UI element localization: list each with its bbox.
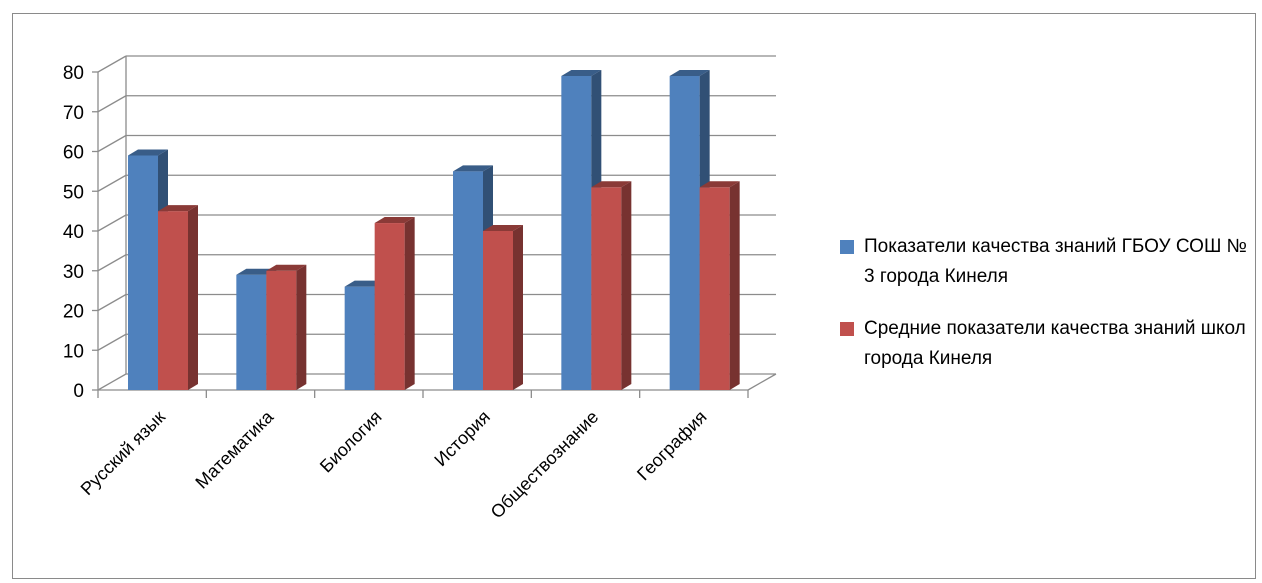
bar-front bbox=[374, 223, 405, 390]
gridline-side bbox=[97, 373, 127, 391]
bar-front bbox=[158, 211, 188, 390]
x-category-label: Математика bbox=[191, 406, 278, 493]
bar-top bbox=[374, 217, 415, 224]
bar-top bbox=[453, 165, 493, 172]
gridline-side bbox=[97, 134, 127, 153]
x-category-label: Биология bbox=[316, 407, 386, 477]
bar-front bbox=[266, 270, 297, 390]
x-category-label: Обществознание bbox=[487, 407, 603, 523]
bar-top bbox=[561, 69, 602, 76]
gridline-side bbox=[97, 214, 127, 232]
gridline-side bbox=[97, 293, 127, 312]
bar-side bbox=[621, 181, 632, 390]
bar-front bbox=[453, 171, 483, 390]
bar-front bbox=[344, 286, 375, 390]
floor-edge bbox=[747, 373, 777, 391]
bar-front bbox=[669, 75, 700, 390]
grid-layer bbox=[97, 55, 776, 391]
y-tick-label: 40 bbox=[63, 222, 84, 243]
y-tick-label: 0 bbox=[73, 381, 84, 402]
y-tick-label: 30 bbox=[63, 262, 84, 283]
bar-2-2 bbox=[266, 264, 307, 390]
bar-side bbox=[404, 217, 415, 390]
x-category-label: География bbox=[633, 407, 711, 485]
gridline-side bbox=[97, 254, 127, 272]
bar-front bbox=[128, 155, 158, 390]
gridline-side bbox=[97, 174, 127, 192]
gridline-side bbox=[97, 333, 127, 351]
bar-top bbox=[669, 69, 710, 76]
bar-front bbox=[236, 274, 267, 390]
bar-2-4 bbox=[483, 225, 523, 390]
y-tick-label: 10 bbox=[63, 341, 84, 362]
chart-frame bbox=[12, 13, 1256, 579]
y-tick-label: 20 bbox=[63, 302, 84, 323]
legend-swatch-series-1 bbox=[840, 240, 854, 254]
y-tick-label: 60 bbox=[63, 143, 84, 164]
bar-top bbox=[266, 264, 307, 271]
bar-top bbox=[591, 181, 632, 188]
bar-front bbox=[591, 187, 622, 390]
bar-side bbox=[729, 181, 740, 390]
legend-item-series-1: Показатели качества знаний ГБОУ СОШ № 3 … bbox=[840, 232, 1250, 292]
bar-top bbox=[699, 181, 740, 188]
bar-side bbox=[296, 264, 307, 390]
bar-2-1 bbox=[158, 205, 198, 390]
bar-top bbox=[483, 225, 523, 231]
bar-2-3 bbox=[374, 217, 415, 390]
legend-swatch-series-2 bbox=[840, 322, 854, 336]
bar-2-6 bbox=[699, 181, 740, 390]
y-tick-label: 50 bbox=[63, 182, 84, 203]
axis-layer bbox=[92, 56, 777, 398]
bar-top bbox=[158, 205, 198, 212]
legend-label-series-1: Показатели качества знаний ГБОУ СОШ № 3 … bbox=[864, 236, 1248, 287]
bar-front bbox=[699, 187, 730, 390]
bar-2-5 bbox=[591, 181, 632, 390]
bar-side bbox=[513, 225, 523, 390]
legend: Показатели качества знаний ГБОУ СОШ № 3 … bbox=[840, 232, 1250, 396]
bars-layer bbox=[128, 69, 740, 390]
bar-side bbox=[188, 205, 198, 390]
gridline-side bbox=[97, 55, 127, 73]
bar-front bbox=[561, 75, 592, 390]
legend-label-series-2: Средние показатели качества знаний школ … bbox=[864, 318, 1246, 369]
bar-front bbox=[483, 231, 513, 390]
x-category-label: История bbox=[430, 407, 494, 471]
y-tick-label: 80 bbox=[63, 63, 84, 84]
gridline-side bbox=[97, 95, 127, 113]
legend-item-series-2: Средние показатели качества знаний школ … bbox=[840, 314, 1250, 374]
bar-top bbox=[128, 149, 168, 156]
y-tick-label: 70 bbox=[63, 103, 84, 124]
x-category-label: Русский язык bbox=[77, 407, 169, 499]
